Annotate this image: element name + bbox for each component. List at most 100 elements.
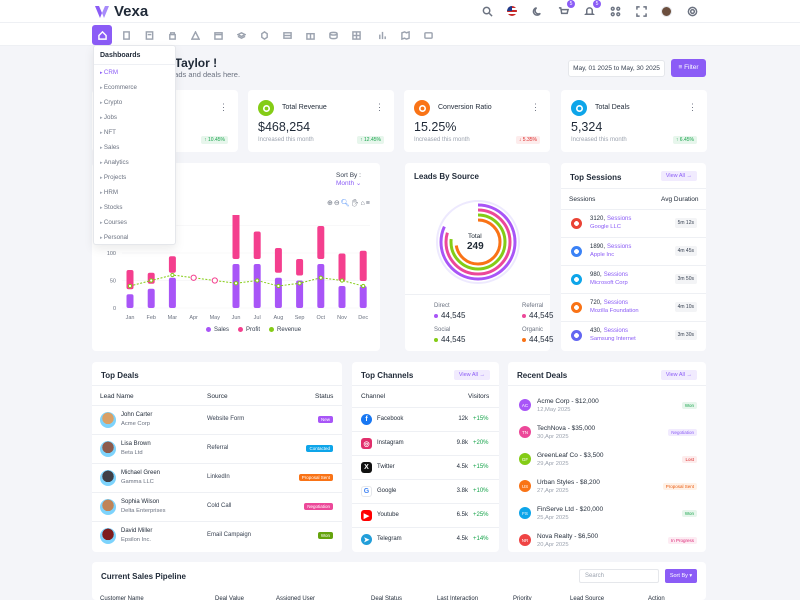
bar-sales[interactable]	[359, 286, 367, 308]
dropdown-item-sales[interactable]: Sales	[94, 140, 175, 155]
session-row[interactable]: 720, Sessions Mozilla Foundation 4m 10s	[561, 293, 706, 320]
language-flag-icon[interactable]	[507, 6, 517, 16]
fullscreen-icon[interactable]	[635, 5, 647, 17]
bar-profit[interactable]	[317, 226, 325, 259]
bar-sales[interactable]	[317, 264, 325, 308]
list-item[interactable]: AC Acme Corp - $12,000 12,May 2025 Won	[508, 392, 706, 419]
cart-icon[interactable]: 5	[557, 0, 575, 17]
bar-profit[interactable]	[359, 250, 367, 281]
dropdown-item-ecommerce[interactable]: Ecommerce	[94, 80, 175, 95]
dropdown-item-personal[interactable]: Personal	[94, 230, 175, 245]
settings-icon[interactable]	[686, 5, 698, 17]
point-revenue[interactable]	[190, 274, 197, 281]
nav-box-icon[interactable]	[254, 25, 274, 45]
list-item[interactable]: GF GreenLeaf Co - $3,500 29,Apr 2025 Lost	[508, 446, 706, 473]
table-row[interactable]: Lisa Brown Beta Ltd Referral Contacted	[92, 434, 342, 463]
bar-sales[interactable]	[338, 286, 346, 308]
legend-item[interactable]: Revenue	[269, 327, 301, 333]
search-icon[interactable]	[481, 5, 493, 17]
menu-icon[interactable]: ≡	[365, 200, 371, 207]
bell-icon[interactable]: 5	[583, 0, 601, 17]
point-revenue[interactable]	[127, 283, 133, 289]
channels-view-all[interactable]: View All →	[453, 370, 490, 380]
bar-sales[interactable]	[168, 277, 176, 308]
moon-icon[interactable]	[531, 5, 543, 17]
sessions-view-all[interactable]: View All →	[660, 171, 697, 181]
nav-window-icon[interactable]	[418, 25, 438, 45]
list-item[interactable]: NR Nova Realty - $6,500 20,Apr 2025 In Prog…	[508, 527, 706, 554]
bar-sales[interactable]	[126, 294, 134, 308]
dropdown-item-crypto[interactable]: Crypto	[94, 95, 175, 110]
table-row[interactable]: John Carter Acme Corp Website Form New	[92, 405, 342, 434]
more-icon[interactable]: ⋮	[219, 102, 228, 112]
list-item[interactable]: TN TechNova - $35,000 30,Apr 2025 Negotiati…	[508, 419, 706, 446]
dropdown-item-analytics[interactable]: Analytics	[94, 155, 175, 170]
bar-profit[interactable]	[253, 231, 261, 260]
magnify-icon[interactable]: 🔍︎	[340, 200, 351, 207]
pan-icon[interactable]: ✋︎	[350, 200, 361, 207]
channel-row[interactable]: G Google 3.8k +10%	[352, 479, 499, 503]
bar-sales[interactable]	[232, 264, 240, 308]
point-revenue[interactable]	[276, 283, 281, 289]
channel-row[interactable]: ◎ Instagram 9.8k +20%	[352, 431, 499, 455]
table-row[interactable]: Sophia Wilson Delta Enterprises Cold Call N…	[92, 492, 342, 521]
dropdown-item-stocks[interactable]: Stocks	[94, 200, 175, 215]
point-revenue[interactable]	[318, 275, 323, 280]
dropdown-item-projects[interactable]: Projects	[94, 170, 175, 185]
bar-profit[interactable]	[168, 256, 176, 273]
point-revenue[interactable]	[149, 278, 154, 283]
pipeline-search-input[interactable]: Search	[579, 569, 659, 583]
user-avatar[interactable]	[661, 5, 672, 17]
dropdown-item-courses[interactable]: Courses	[94, 215, 175, 230]
channel-row[interactable]: ➤ Telegram 4.5k +14%	[352, 527, 499, 551]
point-revenue[interactable]	[233, 281, 239, 286]
bar-sales[interactable]	[274, 277, 282, 308]
nav-home-icon[interactable]	[92, 25, 112, 45]
session-row[interactable]: 3120, Sessions Google LLC 5m 12s	[561, 209, 706, 236]
session-row[interactable]: 1890, Sessions Apple Inc 4m 45s	[561, 237, 706, 264]
sort-by-control[interactable]: Sort By : Month ⌄	[336, 172, 380, 187]
bar-profit[interactable]	[338, 253, 346, 282]
nav-stack-icon[interactable]	[323, 25, 343, 45]
point-revenue[interactable]	[211, 277, 218, 284]
point-revenue[interactable]	[297, 281, 302, 286]
nav-table-icon[interactable]	[277, 25, 297, 45]
date-range-picker[interactable]: May, 01 2025 to May, 30 2025	[568, 60, 665, 77]
bar-profit[interactable]	[296, 259, 304, 276]
bar-profit[interactable]	[232, 215, 240, 259]
reset-icon[interactable]: ⌂	[360, 200, 366, 207]
point-revenue[interactable]	[255, 278, 260, 283]
app-logo[interactable]: Vexa	[94, 3, 148, 20]
nav-gift-icon[interactable]	[300, 25, 320, 45]
bar-profit[interactable]	[126, 270, 134, 290]
nav-document-icon[interactable]	[139, 25, 159, 45]
channel-row[interactable]: ▶ Youtube 6.5k +25%	[352, 503, 499, 527]
bar-sales[interactable]	[147, 288, 155, 308]
dropdown-item-hrm[interactable]: HRM	[94, 185, 175, 200]
point-revenue[interactable]	[170, 272, 175, 278]
pipeline-sort-button[interactable]: Sort By ▾	[665, 569, 697, 583]
bar-sales[interactable]	[253, 264, 261, 308]
nav-bars-icon[interactable]	[372, 25, 392, 45]
legend-item[interactable]: Sales	[206, 327, 229, 333]
zoom-in-icon[interactable]: ⊕	[327, 200, 334, 207]
dropdown-item-nft[interactable]: NFT	[94, 125, 175, 140]
table-row[interactable]: David Miller Epsilon Inc. Email Campaign Wo…	[92, 521, 342, 550]
nav-archive-icon[interactable]	[208, 25, 228, 45]
dropdown-item-crm[interactable]: CRM	[94, 65, 175, 80]
channel-row[interactable]: f Facebook 12k +15%	[352, 407, 499, 431]
recent-deals-view-all[interactable]: View All →	[660, 370, 697, 380]
more-icon[interactable]: ⋮	[688, 102, 697, 112]
channel-row[interactable]: X Twitter 4.5k +15%	[352, 455, 499, 479]
bar-sales[interactable]	[296, 280, 304, 309]
list-item[interactable]: US Urban Styles - $8,200 27,Apr 2025 Propos…	[508, 473, 706, 500]
nav-map-icon[interactable]	[395, 25, 415, 45]
nav-triangle-icon[interactable]	[185, 25, 205, 45]
session-row[interactable]: 430, Sessions Samsung Internet 3m 30s	[561, 321, 706, 348]
more-icon[interactable]: ⋮	[375, 102, 384, 112]
nav-lock-icon[interactable]	[162, 25, 182, 45]
nav-file-icon[interactable]	[116, 25, 136, 45]
point-revenue[interactable]	[361, 283, 366, 289]
nav-grid-icon[interactable]	[346, 25, 366, 45]
table-row[interactable]: Michael Green Gamma LLC LinkedIn Proposal S…	[92, 463, 342, 492]
